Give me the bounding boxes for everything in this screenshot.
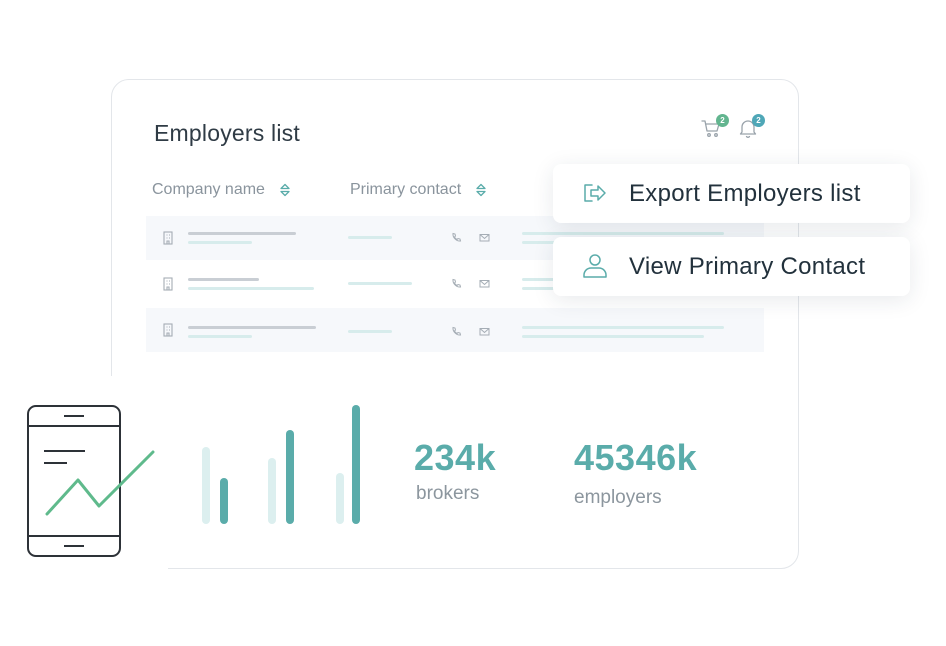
view-primary-contact-menu-item[interactable]: View Primary Contact xyxy=(553,237,910,296)
bell-icon xyxy=(739,120,757,138)
notifications-button[interactable] xyxy=(738,117,764,139)
table-row[interactable] xyxy=(146,308,764,352)
decor-bar xyxy=(220,478,228,524)
menu-item-label: View Primary Contact xyxy=(629,253,866,280)
phone-illustration xyxy=(27,405,155,557)
brokers-count: 234k xyxy=(414,437,497,478)
employers-label: employers xyxy=(574,487,662,508)
export-employers-menu-item[interactable]: Export Employers list xyxy=(553,164,910,223)
decor-bar xyxy=(268,458,276,524)
brokers-label: brokers xyxy=(416,483,480,504)
column-header-company[interactable]: Company name xyxy=(152,181,291,199)
decor-bar xyxy=(286,430,294,524)
menu-item-label: Export Employers list xyxy=(629,180,861,207)
sort-icon xyxy=(476,183,486,197)
employers-count: 45346k xyxy=(574,437,698,478)
user-icon xyxy=(583,254,607,278)
cart-badge: 2 xyxy=(716,114,729,127)
building-icon xyxy=(163,323,173,337)
column-label: Company name xyxy=(152,181,265,198)
phone-icon[interactable] xyxy=(451,278,462,289)
sort-icon xyxy=(280,183,290,197)
trend-line-icon xyxy=(45,450,155,516)
mail-icon[interactable] xyxy=(479,232,490,243)
export-icon xyxy=(584,184,606,202)
bell-badge: 2 xyxy=(752,114,765,127)
building-icon xyxy=(163,231,173,245)
phone-icon[interactable] xyxy=(451,232,462,243)
mail-icon[interactable] xyxy=(479,278,490,289)
building-icon xyxy=(163,277,173,291)
decor-bar xyxy=(336,473,344,524)
column-label: Primary contact xyxy=(350,181,462,198)
decor-bar xyxy=(202,447,210,524)
page-title: Employers list xyxy=(154,120,300,146)
column-header-contact[interactable]: Primary contact xyxy=(350,181,487,199)
decor-bar xyxy=(352,405,360,524)
mail-icon[interactable] xyxy=(479,326,490,337)
phone-icon[interactable] xyxy=(451,326,462,337)
